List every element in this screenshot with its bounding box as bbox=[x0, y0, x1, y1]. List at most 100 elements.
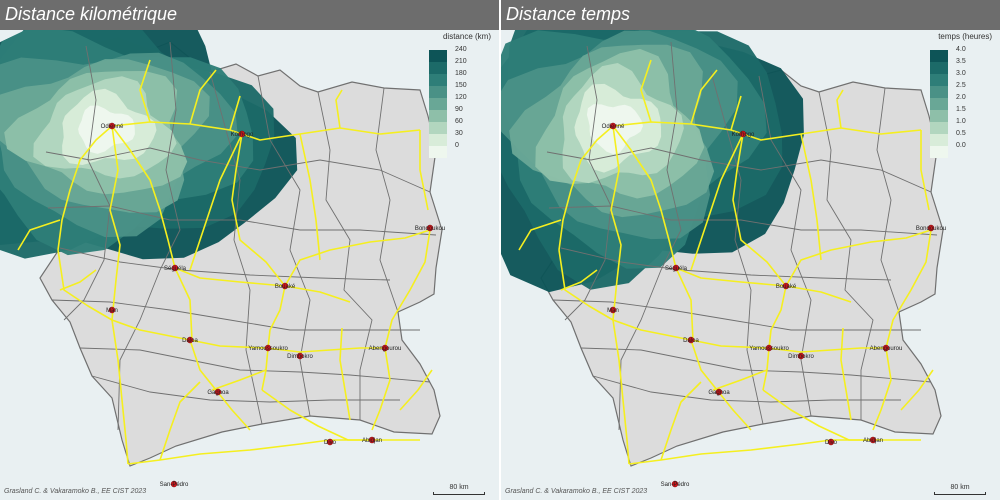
region-border bbox=[51, 299, 420, 331]
road-network bbox=[17, 59, 433, 465]
road bbox=[660, 381, 702, 461]
legend-tick-label: 1.0 bbox=[956, 118, 966, 125]
panel-title: Distance temps bbox=[506, 4, 631, 24]
city-label: Yamoussoukro bbox=[248, 346, 288, 352]
road bbox=[371, 347, 391, 431]
cities: Odienné Korhogo Séguéla Bondoukou Bouaké Man D… bbox=[602, 122, 946, 488]
city-label: Divo bbox=[825, 440, 838, 446]
city-label: Man bbox=[106, 308, 118, 314]
city-marker bbox=[782, 282, 790, 290]
region-border bbox=[79, 347, 431, 383]
city-label: Séguéla bbox=[665, 266, 688, 272]
scale-label: 80 km bbox=[449, 484, 469, 491]
city-marker bbox=[281, 282, 289, 290]
city-marker bbox=[171, 264, 179, 272]
city-label: Bouaké bbox=[776, 284, 797, 290]
road bbox=[640, 59, 652, 123]
city-label: Bondoukou bbox=[415, 226, 445, 232]
city-label: Bouaké bbox=[275, 284, 296, 290]
road bbox=[885, 229, 932, 349]
legend-swatch bbox=[930, 98, 948, 110]
road bbox=[335, 89, 343, 129]
legend-swatch bbox=[429, 62, 447, 74]
road bbox=[558, 249, 614, 321]
legend-swatch bbox=[930, 50, 948, 62]
legend-swatch bbox=[429, 110, 447, 122]
city-label: Abidjan bbox=[863, 438, 883, 444]
city-marker bbox=[170, 480, 178, 488]
region-border bbox=[552, 299, 921, 331]
city-marker bbox=[687, 336, 695, 344]
road bbox=[690, 69, 718, 125]
road bbox=[518, 219, 562, 251]
road bbox=[742, 127, 922, 141]
legend-tick-label: 30 bbox=[455, 130, 463, 137]
city-marker bbox=[927, 224, 935, 232]
legend-swatch bbox=[930, 86, 948, 98]
road bbox=[800, 133, 822, 261]
legend-tick-label: 240 bbox=[455, 46, 467, 53]
legend: temps (heures) 4.0 3.5 3.0 2.5 2.0 1.5 1.0 0.5 0… bbox=[930, 32, 992, 162]
scale-label: 80 km bbox=[950, 484, 970, 491]
road bbox=[261, 285, 286, 391]
city-marker bbox=[882, 344, 890, 352]
legend-swatch bbox=[930, 110, 948, 122]
region-border bbox=[59, 247, 391, 281]
city-marker bbox=[368, 436, 376, 444]
legend-tick-label: 210 bbox=[455, 58, 467, 65]
road bbox=[732, 133, 787, 287]
city-marker bbox=[827, 438, 835, 446]
city-label: Korhogo bbox=[231, 132, 254, 138]
region-border bbox=[876, 87, 900, 313]
city-label: Gagnoa bbox=[708, 390, 730, 396]
road bbox=[384, 229, 431, 349]
city-marker bbox=[186, 336, 194, 344]
city-marker bbox=[869, 436, 877, 444]
title-bar: Distance kilométrique bbox=[0, 0, 499, 30]
scale-bar: 80 km bbox=[934, 484, 986, 495]
road bbox=[675, 267, 852, 303]
road bbox=[139, 59, 151, 123]
road bbox=[111, 319, 267, 349]
legend-title: temps (heures) bbox=[938, 32, 992, 41]
road bbox=[127, 439, 420, 465]
region-border bbox=[758, 75, 812, 417]
cities: Odienné Korhogo Séguéla Bondoukou Bouaké Man D… bbox=[101, 122, 445, 488]
legend-swatch bbox=[429, 122, 447, 134]
legend-tick-label: 0.5 bbox=[956, 130, 966, 137]
city-marker bbox=[739, 130, 747, 138]
legend-swatch bbox=[429, 86, 447, 98]
road bbox=[762, 285, 787, 391]
road bbox=[900, 369, 934, 411]
road bbox=[560, 269, 598, 291]
road bbox=[610, 125, 630, 465]
road bbox=[265, 347, 385, 353]
legend-tick-label: 4.0 bbox=[956, 46, 966, 53]
legend-tick-label: 0.0 bbox=[956, 142, 966, 149]
road bbox=[712, 369, 768, 391]
city-marker bbox=[108, 306, 116, 314]
city-marker bbox=[609, 122, 617, 130]
city-marker bbox=[715, 388, 723, 396]
road bbox=[174, 267, 351, 303]
road bbox=[419, 130, 429, 211]
city-label: Man bbox=[607, 308, 619, 314]
city-marker bbox=[326, 438, 334, 446]
legend-tick-label: 90 bbox=[455, 106, 463, 113]
isochrone-layer bbox=[501, 30, 804, 293]
region-border bbox=[257, 75, 311, 417]
legend-tick-label: 0 bbox=[455, 142, 459, 149]
road bbox=[836, 89, 844, 129]
legend-swatch bbox=[930, 122, 948, 134]
region-border bbox=[560, 247, 892, 281]
legend-swatch bbox=[429, 146, 447, 158]
scale-line bbox=[433, 492, 485, 495]
city-label: Abengourou bbox=[870, 346, 903, 352]
road bbox=[189, 133, 243, 271]
road bbox=[339, 327, 351, 421]
legend-ramp bbox=[429, 50, 447, 158]
scale-bar: 80 km bbox=[433, 484, 485, 495]
road bbox=[284, 229, 431, 287]
legend-swatch bbox=[429, 50, 447, 62]
